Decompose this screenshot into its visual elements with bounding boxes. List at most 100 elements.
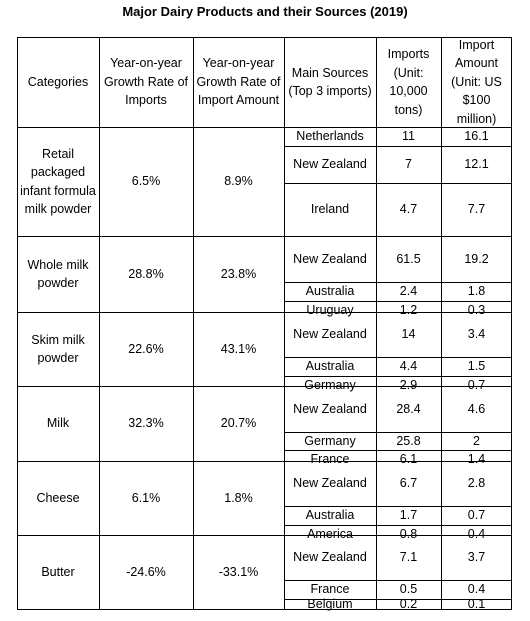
row-divider: [17, 312, 512, 313]
source-country-australia: Australia: [305, 359, 355, 374]
source-amount-ireland: 7.7: [467, 202, 486, 217]
source-divider: [284, 282, 512, 283]
source-amount-australia: 1.8: [467, 284, 486, 299]
source-divider: [284, 506, 512, 507]
source-divider: [284, 599, 512, 600]
source-divider: [284, 432, 512, 433]
import-growth-cell: 32.3%: [128, 416, 164, 431]
source-country-france: France: [310, 582, 350, 597]
source-imports-america: 0.8: [399, 526, 418, 541]
data-table: Categories Year-on-year Growth Rate of I…: [17, 37, 512, 612]
source-amount-new-zealand: 4.6: [467, 401, 486, 416]
source-divider: [284, 183, 512, 184]
source-imports-ireland: 4.7: [399, 202, 418, 217]
row-divider: [17, 535, 512, 536]
source-amount-netherlands: 16.1: [464, 129, 489, 144]
source-amount-uruguay: 0.3: [467, 303, 486, 318]
header-imports: Imports (Unit: 10,000 tons): [387, 47, 430, 117]
import-growth-cell: 6.5%: [131, 174, 161, 189]
category-cell: Whole milk powder: [27, 257, 89, 291]
import-growth-cell: 6.1%: [131, 490, 161, 505]
source-amount-new-zealand: 12.1: [464, 157, 489, 172]
source-country-new-zealand: New Zealand: [293, 476, 367, 491]
source-imports-uruguay: 1.2: [399, 303, 418, 318]
source-divider: [284, 580, 512, 581]
source-imports-new-zealand: 7.1: [399, 550, 418, 565]
source-imports-new-zealand: 6.7: [399, 476, 418, 491]
source-country-belgium: Belgium: [307, 597, 353, 612]
row-divider: [17, 386, 512, 387]
source-imports-france: 6.1: [399, 452, 418, 467]
category-cell: Retail packaged infant formula milk powd…: [20, 146, 96, 217]
source-country-australia: Australia: [305, 284, 355, 299]
source-amount-france: 1.4: [467, 452, 486, 467]
amount-growth-cell: 23.8%: [220, 266, 257, 281]
header-import-amount: Import Amount (Unit: US $100 million): [451, 37, 502, 126]
source-divider: [284, 525, 512, 526]
category-cell: Milk: [46, 416, 70, 431]
column-divider: [193, 37, 194, 610]
column-divider: [99, 37, 100, 610]
row-divider: [17, 236, 512, 237]
source-country-germany: Germany: [304, 377, 356, 392]
source-amount-new-zealand: 3.4: [467, 327, 486, 342]
source-imports-belgium: 0.2: [399, 597, 418, 612]
source-country-new-zealand: New Zealand: [293, 550, 367, 565]
source-imports-france: 0.5: [399, 582, 418, 597]
source-country-new-zealand: New Zealand: [293, 401, 367, 416]
category-cell: Butter: [41, 565, 75, 580]
amount-growth-cell: 43.1%: [220, 341, 257, 356]
header-amount-growth: Year-on-year Growth Rate of Import Amoun…: [196, 56, 281, 108]
column-divider: [17, 37, 18, 610]
chart-title: Major Dairy Products and their Sources (…: [122, 4, 408, 19]
row-divider: [17, 127, 512, 128]
amount-growth-cell: 8.9%: [224, 174, 253, 189]
source-imports-netherlands: 11: [402, 129, 415, 144]
import-growth-cell: -24.6%: [126, 565, 166, 580]
source-country-netherlands: Netherlands: [296, 129, 364, 144]
source-amount-new-zealand: 3.7: [467, 550, 486, 565]
column-divider: [511, 37, 512, 610]
header-import-growth: Year-on-year Growth Rate of Imports: [103, 56, 189, 108]
category-cell: Skim milk powder: [31, 332, 85, 366]
source-country-uruguay: Uruguay: [306, 303, 354, 318]
source-imports-australia: 1.7: [399, 508, 418, 523]
column-divider: [441, 37, 442, 610]
source-amount-germany: 2: [473, 433, 480, 448]
source-country-australia: Australia: [305, 508, 355, 523]
source-amount-america: 0.4: [467, 526, 486, 541]
source-country-germany: Germany: [304, 433, 356, 448]
source-divider: [284, 146, 512, 147]
column-divider: [376, 37, 377, 610]
source-country-america: America: [307, 526, 353, 541]
amount-growth-cell: 1.8%: [224, 490, 253, 505]
source-imports-germany: 25.8: [396, 433, 421, 448]
source-imports-germany: 2.9: [399, 377, 418, 392]
import-growth-cell: 22.6%: [128, 341, 164, 356]
source-imports-new-zealand: 14: [401, 327, 416, 342]
row-divider: [17, 609, 512, 610]
amount-growth-cell: 20.7%: [220, 416, 257, 431]
header-main-sources: Main Sources (Top 3 imports): [288, 65, 372, 99]
source-imports-australia: 2.4: [399, 284, 418, 299]
source-country-france: France: [310, 452, 350, 467]
import-growth-cell: 28.8%: [128, 266, 164, 281]
source-amount-germany: 0.7: [467, 377, 486, 392]
source-amount-new-zealand: 2.8: [467, 476, 486, 491]
source-imports-new-zealand: 61.5: [396, 251, 421, 266]
source-country-ireland: Ireland: [310, 202, 350, 217]
amount-growth-cell: -33.1%: [218, 565, 259, 580]
header-categories: Categories: [27, 74, 89, 89]
source-amount-australia: 1.5: [467, 359, 486, 374]
source-country-new-zealand: New Zealand: [293, 327, 367, 342]
row-divider: [17, 461, 512, 462]
table-top-border: [17, 37, 512, 38]
column-divider: [284, 37, 285, 610]
source-amount-belgium: 0.1: [467, 597, 486, 612]
source-imports-new-zealand: 7: [405, 157, 412, 172]
source-imports-new-zealand: 28.4: [396, 401, 421, 416]
source-divider: [284, 357, 512, 358]
source-divider: [284, 376, 512, 377]
source-country-new-zealand: New Zealand: [293, 251, 367, 266]
category-cell: Cheese: [36, 490, 80, 505]
